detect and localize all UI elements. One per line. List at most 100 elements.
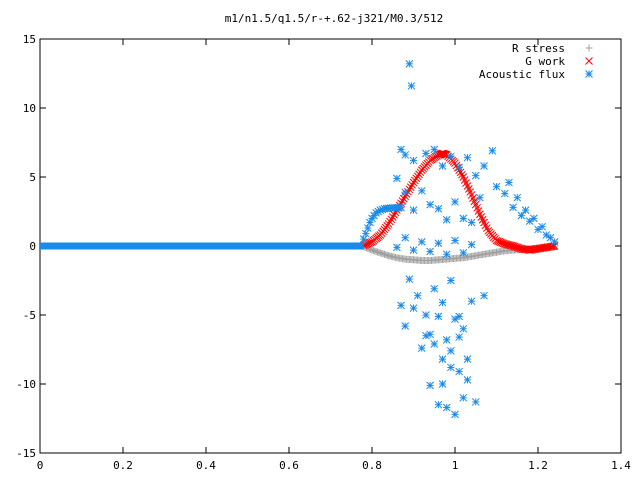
x-tick-label: 0 <box>37 459 44 472</box>
data-point <box>467 218 476 227</box>
data-point <box>388 213 397 221</box>
data-point <box>496 238 505 247</box>
data-point <box>463 376 472 384</box>
data-point <box>393 174 401 183</box>
data-point <box>426 247 434 256</box>
data-point <box>399 194 408 203</box>
data-point <box>409 206 418 214</box>
legend-marker <box>585 70 593 78</box>
x-tick-label: 1.4 <box>611 459 631 472</box>
data-point <box>438 380 447 388</box>
data-point <box>492 182 501 191</box>
data-point <box>430 340 439 348</box>
data-point <box>456 168 465 177</box>
data-point <box>480 162 488 170</box>
data-point <box>446 347 455 355</box>
data-point <box>442 335 451 344</box>
plot-area <box>40 59 559 419</box>
data-point <box>500 189 509 198</box>
data-point <box>422 149 430 158</box>
data-point <box>442 403 451 412</box>
x-tick-label: 0.4 <box>196 459 216 472</box>
data-point <box>463 355 472 364</box>
data-point <box>397 301 405 310</box>
data-point <box>398 197 407 205</box>
data-point <box>549 242 558 251</box>
data-point <box>451 315 459 323</box>
data-point <box>438 162 447 170</box>
data-point <box>386 217 394 226</box>
x-tick-label: 1 <box>452 459 459 472</box>
y-tick-label: 15 <box>23 33 36 46</box>
data-point <box>417 344 426 352</box>
data-point <box>451 410 459 419</box>
axes: 0 0.2 0.4 0.6 0.8 1 1.2 1.4 -15 -10 -5 0 5 10 15 <box>16 33 631 472</box>
data-point <box>384 220 393 228</box>
data-point <box>459 393 468 402</box>
data-point <box>434 400 443 409</box>
data-point <box>529 214 538 223</box>
data-point <box>505 178 513 187</box>
data-point <box>401 188 410 197</box>
y-tick-label: -15 <box>16 447 36 460</box>
x-tick-label: 0.6 <box>279 459 299 472</box>
data-point <box>393 243 401 252</box>
data-point <box>499 239 508 248</box>
data-point <box>409 304 418 312</box>
y-tick-label: 0 <box>29 240 36 253</box>
data-point <box>509 203 517 212</box>
data-point <box>498 238 506 247</box>
data-point <box>550 238 559 246</box>
data-point <box>455 333 464 341</box>
data-point <box>513 243 522 252</box>
data-point <box>397 203 405 212</box>
data-point <box>507 241 516 250</box>
data-point <box>409 246 418 254</box>
data-point <box>459 324 468 333</box>
data-point <box>407 82 416 90</box>
x-tick-label: 0.2 <box>113 459 133 472</box>
y-tick-label: 10 <box>23 102 36 115</box>
data-point <box>471 171 480 180</box>
data-point <box>422 311 430 319</box>
data-point <box>512 243 520 251</box>
data-point <box>471 398 480 406</box>
data-point <box>401 322 410 330</box>
data-point <box>390 210 398 219</box>
data-point <box>413 291 422 300</box>
data-point <box>492 236 501 245</box>
data-point <box>451 197 459 206</box>
data-point <box>430 145 439 154</box>
data-point <box>426 381 434 390</box>
chart-title: m1/n1.5/q1.5/r-+.62-j321/M0.3/512 <box>225 12 444 25</box>
data-point <box>401 233 410 242</box>
data-point <box>434 204 443 213</box>
y-tick-label: 5 <box>29 171 36 184</box>
data-point <box>455 367 464 376</box>
data-point <box>546 233 555 242</box>
data-point <box>397 145 405 154</box>
legend-label: Acoustic flux <box>479 68 565 81</box>
data-point <box>442 250 451 259</box>
data-point <box>458 170 466 179</box>
data-point <box>459 249 468 257</box>
data-point <box>434 312 443 321</box>
data-point <box>438 355 447 364</box>
data-point <box>476 193 484 202</box>
data-point <box>438 298 447 307</box>
data-point <box>521 206 530 214</box>
data-point <box>417 238 426 246</box>
data-point <box>459 214 468 223</box>
data-point <box>408 180 416 189</box>
legend-marker <box>585 44 593 52</box>
data-point <box>442 215 451 224</box>
legend-label: R stress <box>512 42 565 55</box>
data-point <box>446 276 455 285</box>
data-point <box>422 331 430 340</box>
data-point <box>451 236 459 245</box>
data-point <box>538 222 547 231</box>
data-point <box>401 151 410 159</box>
data-point <box>463 153 472 162</box>
